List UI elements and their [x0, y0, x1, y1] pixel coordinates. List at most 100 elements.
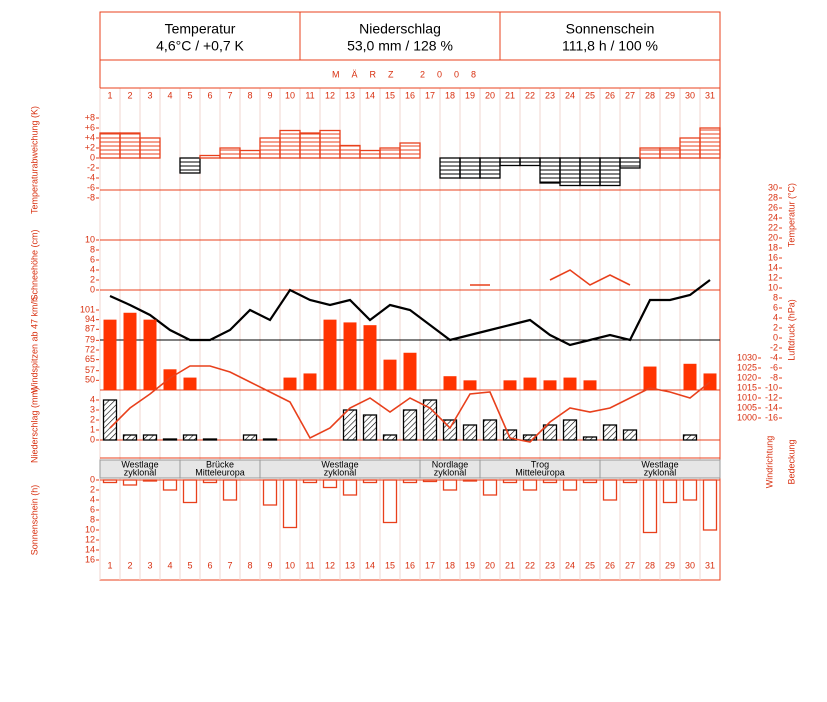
bar	[143, 319, 157, 390]
y-tick-label: 1000	[737, 412, 757, 422]
bar	[319, 129, 341, 159]
day-label: 7	[227, 560, 232, 570]
weather-type-label: Brücke	[206, 459, 234, 469]
bar	[339, 144, 361, 159]
bar	[463, 380, 477, 390]
bar	[519, 157, 541, 167]
weather-type-label: zyklonal	[434, 467, 467, 477]
bar	[222, 479, 238, 501]
y-tick-label: -8	[770, 372, 778, 382]
y-tick-label: -4	[87, 172, 95, 182]
weather-type-label: zyklonal	[644, 467, 677, 477]
bar	[462, 424, 478, 441]
y-tick-label: 1010	[737, 392, 757, 402]
y-tick-label: 2	[90, 484, 95, 494]
axis-label: Luftdruck (hPa)	[786, 299, 796, 361]
day-label: 31	[705, 560, 715, 570]
bar	[283, 377, 297, 390]
bar	[343, 322, 357, 390]
bar	[102, 479, 118, 484]
bar	[579, 157, 601, 187]
bar	[202, 438, 218, 441]
bar	[282, 479, 298, 529]
bar	[479, 157, 501, 179]
y-tick-label: 1	[90, 424, 95, 434]
bar	[543, 380, 557, 390]
y-tick-label: -16	[765, 412, 778, 422]
day-label: 17	[425, 560, 435, 570]
day-label: 22	[525, 560, 535, 570]
axis-label: Temperaturabweichung (K)	[29, 106, 39, 214]
bar	[422, 479, 438, 483]
bar	[582, 436, 598, 441]
day-label: 20	[485, 560, 495, 570]
bar	[242, 434, 258, 441]
y-tick-label: 18	[768, 242, 778, 252]
bar	[183, 377, 197, 390]
bar	[442, 479, 458, 491]
y-tick-label: 0	[90, 152, 95, 162]
bar	[99, 132, 121, 159]
bar	[542, 424, 558, 441]
day-label: 6	[207, 560, 212, 570]
bar	[563, 377, 577, 390]
y-tick-label: 10	[85, 524, 95, 534]
bar	[142, 479, 158, 482]
month-title: MÄRZ 2008	[332, 69, 488, 79]
bar	[182, 434, 198, 441]
bar	[122, 434, 138, 441]
bar	[699, 127, 721, 159]
weather-type-label: Westlage	[321, 459, 358, 469]
day-label: 23	[545, 560, 555, 570]
y-tick-label: 28	[768, 192, 778, 202]
bar	[702, 479, 718, 531]
y-tick-label: 4	[90, 494, 95, 504]
side-label: Bedeckung	[786, 439, 796, 484]
bar	[439, 157, 461, 179]
day-label: 9	[267, 560, 272, 570]
day-label: 3	[147, 90, 152, 100]
bar	[659, 147, 681, 159]
y-tick-label: 14	[85, 544, 95, 554]
bar	[642, 479, 658, 534]
day-label: 27	[625, 90, 635, 100]
bar	[383, 359, 397, 390]
y-tick-label: 87	[85, 324, 95, 334]
header-title: Sonnenschein	[566, 21, 655, 37]
y-tick-label: 3	[90, 404, 95, 414]
bar	[402, 479, 418, 484]
day-label: 6	[207, 90, 212, 100]
bar	[583, 380, 597, 390]
y-tick-label: 2	[90, 414, 95, 424]
header-value: 4,6°C / +0,7 K	[156, 38, 244, 54]
day-label: 18	[445, 90, 455, 100]
y-tick-label: 1015	[737, 382, 757, 392]
bar	[402, 409, 418, 441]
bar	[403, 352, 417, 390]
day-label: 24	[565, 560, 575, 570]
day-label: 31	[705, 90, 715, 100]
bar	[459, 157, 481, 179]
bar	[599, 157, 621, 187]
bar	[559, 157, 581, 187]
y-tick-label: 79	[85, 335, 95, 345]
weather-type-label: Mitteleuropa	[195, 467, 245, 477]
y-tick-label: +2	[85, 142, 95, 152]
bar	[662, 479, 678, 504]
bar	[703, 373, 717, 390]
bar	[302, 479, 318, 484]
weather-band	[100, 460, 720, 478]
y-tick-label: -6	[87, 182, 95, 192]
day-label: 2	[127, 90, 132, 100]
y-tick-label: 50	[85, 375, 95, 385]
y-tick-label: 16	[768, 252, 778, 262]
y-tick-label: 8	[90, 514, 95, 524]
y-tick-label: +4	[85, 132, 95, 142]
y-tick-label: 6	[773, 302, 778, 312]
bar	[322, 479, 338, 489]
bar	[362, 414, 378, 441]
y-tick-label: 12	[768, 272, 778, 282]
y-tick-label: -12	[765, 392, 778, 402]
weather-type-box	[599, 459, 721, 479]
